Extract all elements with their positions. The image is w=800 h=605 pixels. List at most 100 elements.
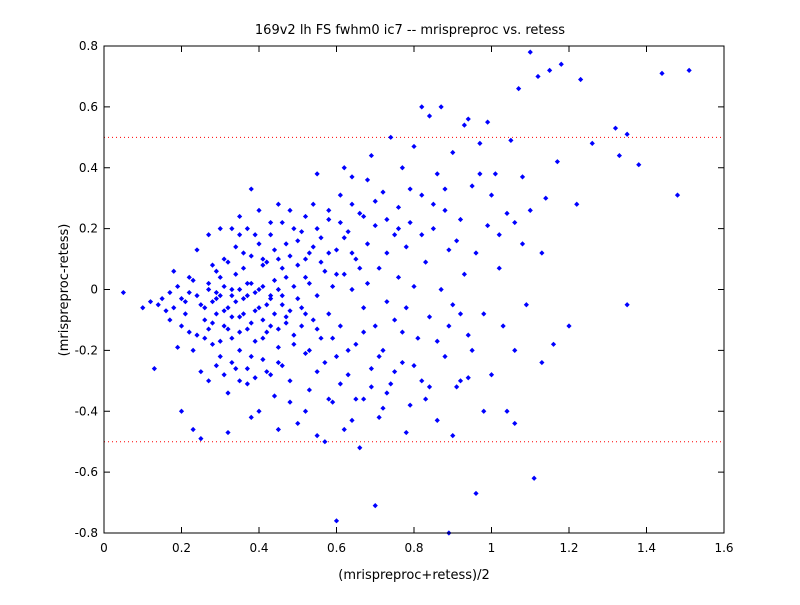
data-point-147 — [461, 122, 467, 128]
data-point-206 — [271, 311, 278, 317]
data-point-113 — [384, 250, 390, 256]
data-point-110 — [376, 414, 382, 420]
x-tick-label-1: 0.2 — [172, 541, 191, 555]
data-point-334 — [512, 420, 518, 427]
data-point-38 — [237, 347, 243, 353]
data-point-219 — [237, 378, 243, 384]
data-point-100 — [357, 210, 363, 217]
data-point-248 — [268, 232, 274, 238]
data-point-150 — [473, 490, 479, 497]
data-point-25 — [213, 311, 219, 317]
data-point-191 — [213, 296, 219, 302]
data-point-197 — [237, 329, 243, 335]
data-point-283 — [469, 347, 475, 353]
axes: 0 0.2 0.4 0.6 0.8 1 1.2 1.4 1.6 -0.8 -0.6 -0.4 -0.2 0… — [75, 39, 734, 555]
data-point-284 — [481, 408, 487, 414]
data-point-12 — [178, 323, 185, 329]
data-point-250 — [291, 226, 297, 232]
data-point-185 — [182, 299, 188, 305]
data-point-299 — [341, 165, 347, 171]
data-point-254 — [337, 219, 343, 226]
data-point-157 — [496, 265, 502, 271]
data-point-159 — [504, 210, 510, 217]
data-point-323 — [268, 292, 274, 299]
data-point-135 — [430, 226, 436, 232]
data-point-43 — [248, 280, 254, 287]
data-point-253 — [326, 207, 332, 213]
data-point-294 — [314, 433, 320, 439]
data-point-63 — [287, 207, 293, 213]
data-point-9 — [171, 305, 177, 311]
data-point-55 — [271, 277, 278, 283]
data-point-169 — [543, 195, 549, 201]
data-point-139 — [442, 207, 448, 213]
data-point-19 — [198, 369, 204, 375]
data-point-166 — [531, 475, 537, 481]
data-point-178 — [616, 152, 622, 159]
data-point-83 — [326, 311, 332, 317]
data-point-158 — [500, 323, 506, 329]
data-point-87 — [333, 247, 340, 253]
data-point-136 — [434, 417, 440, 423]
data-point-124 — [403, 244, 409, 250]
y-tick-label-0: -0.8 — [75, 526, 98, 540]
data-point-39 — [240, 250, 247, 256]
data-point-65 — [291, 283, 297, 290]
data-point-327 — [519, 174, 526, 180]
data-point-290 — [198, 436, 204, 442]
data-point-328 — [527, 207, 533, 213]
data-point-295 — [217, 226, 223, 232]
data-point-35 — [233, 366, 239, 372]
data-point-153 — [481, 311, 487, 317]
data-point-73 — [306, 387, 312, 393]
y-tick-label-5: 0.2 — [79, 222, 98, 236]
x-tick-label-4: 0.8 — [404, 541, 423, 555]
x-tick-label-3: 0.6 — [327, 541, 346, 555]
data-point-211 — [291, 341, 297, 347]
data-point-190 — [209, 320, 216, 326]
data-point-300 — [364, 177, 371, 183]
data-point-268 — [330, 335, 336, 341]
data-point-88 — [333, 353, 340, 360]
data-point-154 — [485, 222, 491, 229]
data-point-31 — [225, 390, 231, 396]
data-point-260 — [407, 186, 413, 192]
data-point-164 — [523, 302, 529, 308]
data-point-222 — [260, 356, 266, 363]
data-point-302 — [438, 104, 444, 110]
data-point-184 — [686, 67, 692, 73]
data-point-51 — [264, 369, 270, 375]
data-point-317 — [221, 283, 227, 290]
y-tick-label-1: -0.6 — [75, 465, 98, 479]
data-point-326 — [512, 219, 518, 226]
data-point-92 — [341, 271, 347, 277]
data-point-270 — [345, 347, 351, 353]
data-point-101 — [361, 305, 367, 311]
data-point-200 — [248, 320, 254, 326]
data-point-234 — [279, 265, 285, 271]
data-point-343 — [302, 408, 309, 414]
data-point-291 — [225, 429, 231, 436]
data-point-151 — [473, 250, 479, 256]
data-point-129 — [415, 335, 421, 341]
x-axis-label: (mrispreproc+retess)/2 — [338, 568, 490, 583]
data-point-316 — [213, 289, 219, 296]
data-point-76 — [310, 201, 316, 207]
data-point-3 — [151, 366, 157, 372]
data-point-199 — [244, 292, 250, 299]
data-point-282 — [457, 311, 464, 317]
data-point-213 — [299, 323, 305, 329]
data-point-0 — [120, 289, 126, 296]
data-point-266 — [314, 326, 320, 332]
data-point-77 — [314, 292, 320, 299]
data-point-103 — [364, 241, 371, 247]
data-point-123 — [403, 305, 409, 311]
data-point-244 — [357, 265, 363, 271]
data-point-265 — [306, 347, 312, 353]
data-point-162 — [516, 86, 522, 92]
data-point-179 — [624, 131, 630, 137]
data-point-120 — [395, 204, 402, 210]
data-point-102 — [361, 396, 367, 402]
data-point-32 — [225, 305, 231, 311]
data-point-241 — [333, 271, 340, 277]
